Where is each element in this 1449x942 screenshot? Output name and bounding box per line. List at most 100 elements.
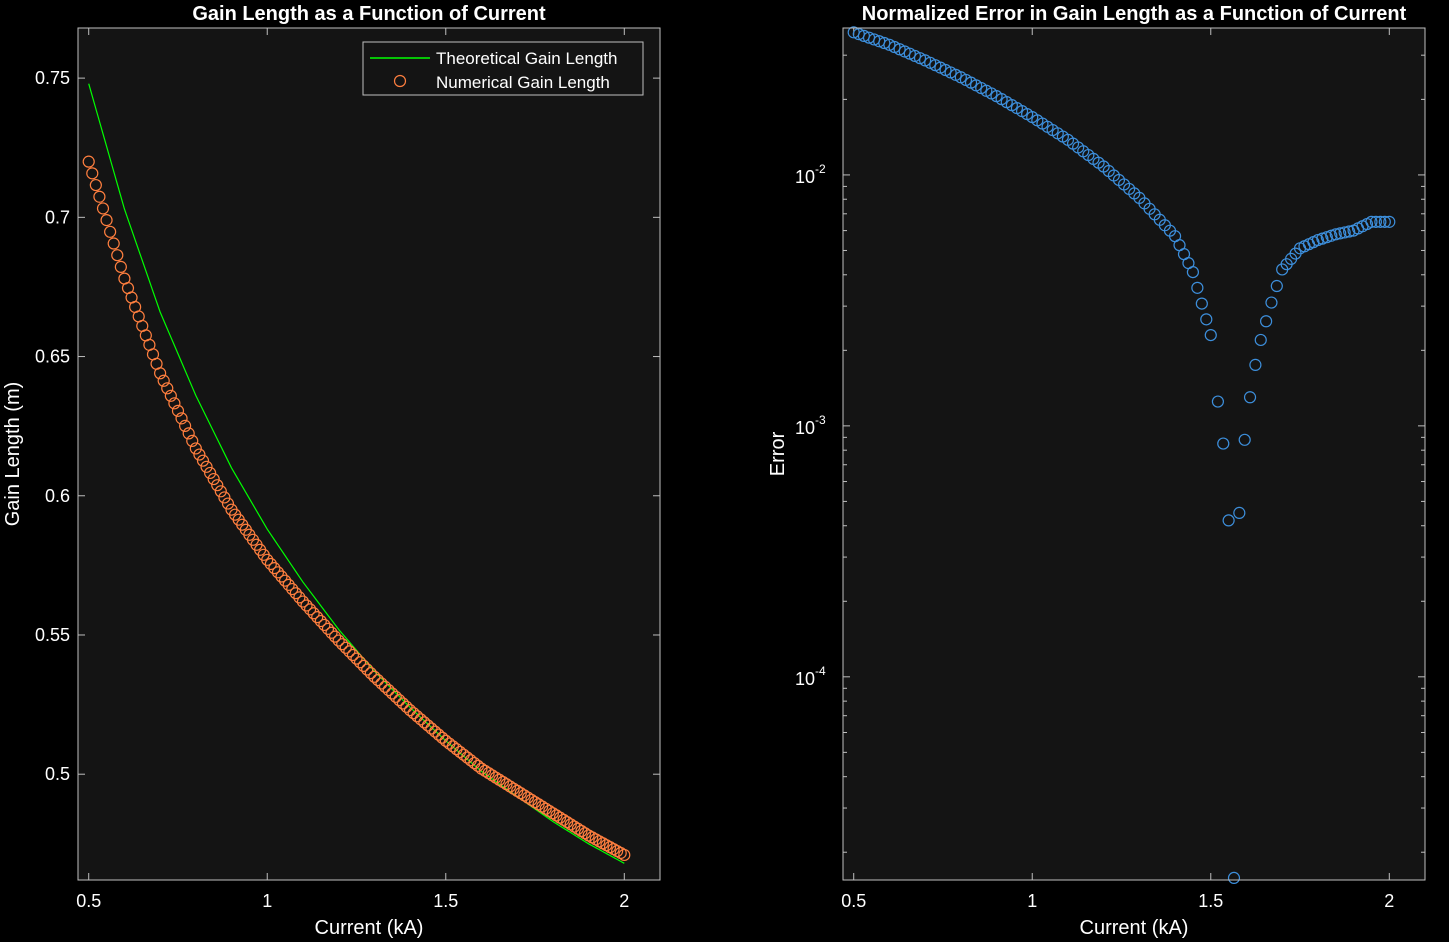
numerical-gain-length-marker	[618, 848, 631, 862]
legend-item-numerical: Numerical Gain Length	[436, 73, 610, 92]
numerical-gain-length-marker	[89, 178, 102, 192]
numerical-gain-length-marker	[221, 497, 235, 510]
numerical-gain-length-marker	[382, 684, 395, 697]
error-marker	[1343, 225, 1356, 238]
numerical-gain-length-marker	[350, 652, 363, 665]
numerical-gain-length-marker	[114, 260, 127, 273]
numerical-gain-length-marker	[546, 807, 559, 820]
error-marker	[1260, 315, 1273, 328]
gain-length-plot-frame	[77, 27, 661, 881]
numerical-gain-length-marker	[93, 190, 106, 203]
error-marker	[1270, 279, 1283, 293]
numerical-gain-length-marker	[296, 595, 310, 608]
numerical-gain-length-marker	[532, 798, 545, 811]
numerical-gain-length-marker	[82, 155, 95, 168]
legend-item-theoretical: Theoretical Gain Length	[436, 49, 617, 68]
error-series	[847, 26, 1396, 885]
error-marker	[1329, 228, 1342, 241]
numerical-gain-length-marker	[568, 820, 581, 833]
error-marker	[1243, 391, 1257, 404]
numerical-gain-length-marker	[411, 710, 424, 723]
numerical-gain-length-marker	[514, 787, 527, 800]
numerical-gain-length-marker	[336, 638, 349, 651]
error-marker	[878, 36, 891, 50]
gain-length-ticks: 0.5 1 1.5 2 0.5 0.55 0.6 0.65 0.7 0.75	[35, 28, 660, 911]
gain-length-x-tick-label: 2	[619, 891, 629, 911]
numerical-gain-length-marker	[96, 202, 110, 215]
numerical-gain-length-marker	[325, 626, 338, 639]
numerical-gain-length-marker	[368, 670, 381, 683]
numerical-gain-length-marker	[100, 214, 113, 227]
error-marker	[1222, 514, 1235, 527]
numerical-gain-length-marker	[343, 645, 356, 658]
numerical-gain-length-marker	[378, 680, 392, 693]
error-ticks: 0.5 1 1.5 210-410-310-2	[795, 28, 1425, 911]
numerical-gain-length-marker	[104, 225, 117, 238]
numerical-gain-length-marker	[289, 587, 302, 600]
numerical-gain-length-marker	[478, 764, 492, 777]
legend-marker-swatch	[393, 74, 407, 88]
numerical-gain-length-marker	[353, 656, 367, 669]
numerical-gain-length-marker	[550, 809, 563, 822]
error-marker	[1338, 226, 1351, 239]
numerical-gain-length-marker	[425, 722, 438, 735]
numerical-gain-length-marker	[179, 419, 192, 432]
error-y-tick-label-base: 10	[795, 418, 815, 438]
numerical-gain-length-marker	[507, 782, 520, 795]
numerical-gain-length-marker	[264, 557, 277, 571]
error-marker	[1191, 281, 1204, 294]
numerical-gain-length-marker	[564, 818, 577, 831]
numerical-gain-length-marker	[196, 454, 210, 467]
numerical-gain-length-marker	[307, 607, 320, 620]
gain-length-x-tick-label: 1	[262, 891, 272, 911]
numerical-gain-length-marker	[393, 694, 406, 707]
numerical-gain-length-marker	[211, 479, 224, 492]
numerical-gain-length-marker	[396, 697, 410, 710]
error-marker	[1186, 265, 1200, 279]
gain-length-x-axis-label: Current (kA)	[315, 917, 424, 939]
numerical-gain-length-marker	[525, 793, 538, 806]
error-marker	[1369, 215, 1383, 228]
numerical-gain-length-marker	[282, 578, 295, 591]
numerical-gain-length-marker	[346, 648, 360, 662]
error-marker	[1374, 215, 1387, 228]
numerical-gain-length-marker	[375, 677, 388, 690]
error-marker	[1233, 506, 1246, 519]
gain-length-x-tick-label: 0.5	[76, 891, 101, 911]
numerical-gain-length-marker	[161, 382, 174, 395]
numerical-gain-length-marker	[204, 466, 217, 480]
error-x-tick-label: 1.5	[1198, 891, 1223, 911]
numerical-gain-length-marker	[86, 167, 99, 180]
numerical-gain-length-marker	[193, 448, 206, 461]
numerical-gain-length-marker	[489, 771, 502, 784]
numerical-gain-length-marker	[107, 237, 120, 250]
numerical-gain-length-marker	[414, 713, 427, 726]
numerical-gain-length-marker	[557, 813, 570, 826]
numerical-gain-length-marker	[493, 773, 506, 786]
numerical-gain-length-marker	[553, 811, 567, 824]
numerical-gain-length-marker	[511, 784, 524, 798]
error-x-tick-label: 1	[1027, 891, 1037, 911]
numerical-gain-length-marker	[339, 641, 352, 654]
error-x-tick-label: 2	[1384, 891, 1394, 911]
numerical-gain-length-marker	[268, 562, 281, 575]
error-y-axis-label: Error	[767, 431, 789, 476]
error-marker	[1365, 215, 1378, 228]
error-x-tick-label: 0.5	[841, 891, 866, 911]
numerical-gain-length-marker	[539, 802, 552, 815]
error-marker	[1204, 328, 1217, 342]
numerical-gain-length-marker	[261, 553, 274, 566]
numerical-gain-length-marker	[111, 249, 124, 262]
numerical-gain-length-marker	[503, 780, 517, 793]
numerical-gain-length-marker	[400, 700, 413, 713]
numerical-gain-length-marker	[293, 591, 306, 604]
error-plot-frame	[842, 27, 1426, 881]
numerical-gain-length-marker	[575, 824, 588, 838]
error-plot-area	[843, 28, 1425, 880]
error-marker	[1217, 437, 1230, 450]
numerical-gain-length-marker	[496, 775, 509, 789]
legend-box	[362, 41, 644, 96]
numerical-gain-length-marker	[418, 716, 431, 729]
numerical-gain-length-marker	[271, 566, 285, 579]
error-marker	[1211, 395, 1225, 408]
